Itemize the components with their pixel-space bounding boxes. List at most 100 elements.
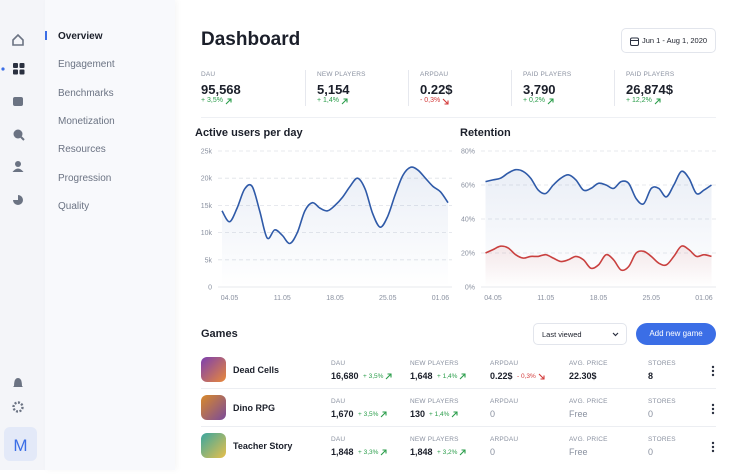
column-label: DAU xyxy=(331,360,346,367)
cell-value: 0 xyxy=(490,409,496,419)
arrow-up xyxy=(341,97,348,104)
cell-value: 16,680 xyxy=(331,371,359,381)
column-label: STORES xyxy=(648,360,676,367)
change: + 1,4% xyxy=(437,372,458,380)
nav-panel xyxy=(45,0,175,470)
logo: M xyxy=(13,436,27,455)
x-tick-label: 01.06 xyxy=(432,295,450,302)
arrow-up xyxy=(225,97,232,104)
arrow-up xyxy=(459,373,466,380)
kpi-value: 95,568 xyxy=(201,82,241,97)
divider xyxy=(201,117,716,118)
kpi-label: DAU xyxy=(201,71,216,78)
area xyxy=(485,245,712,287)
chart-title: Retention xyxy=(460,127,511,139)
y-tick-label: 25k xyxy=(201,149,213,156)
y-tick-label: 5k xyxy=(205,257,213,264)
cell-value: 1,848 xyxy=(410,447,433,457)
kebab-icon xyxy=(711,365,715,377)
nav-item[interactable]: Monetization xyxy=(58,115,115,127)
active-marker xyxy=(45,31,47,40)
game-name[interactable]: Teacher Story xyxy=(233,441,293,451)
column-label: STORES xyxy=(648,398,676,405)
column-label: ARPDAU xyxy=(490,436,519,443)
cell-value: 1,848 xyxy=(331,447,354,457)
x-tick-label: 18.05 xyxy=(590,295,608,302)
x-tick-label: 18.05 xyxy=(326,295,344,302)
cell-value: 1,648 xyxy=(410,371,433,381)
x-tick-label: 04.05 xyxy=(484,295,502,302)
column-label: AVG. PRICE xyxy=(569,360,608,367)
arrow-up xyxy=(459,449,466,456)
kpi-label: ARPDAU xyxy=(420,71,449,78)
dashboard-icon[interactable] xyxy=(13,63,25,75)
arrow-down xyxy=(442,98,449,105)
kpi-label: NEW PLAYERS xyxy=(317,71,366,78)
arrow-up xyxy=(547,97,554,104)
game-icon xyxy=(201,357,226,382)
game-name[interactable]: Dead Cells xyxy=(233,365,280,375)
change: - 0,3% xyxy=(517,372,536,380)
y-tick-label: 20k xyxy=(201,176,213,183)
sort-dropdown[interactable]: Last viewed xyxy=(533,323,627,345)
chevron xyxy=(612,332,619,337)
y-tick-label: 0 xyxy=(208,285,212,292)
cell-value: 22.30$ xyxy=(569,371,597,381)
x-tick-label: 11.05 xyxy=(537,295,554,302)
line xyxy=(485,245,712,272)
row-menu[interactable] xyxy=(711,402,715,415)
arrow-up xyxy=(385,373,392,380)
x-tick-label: 11.05 xyxy=(274,295,291,302)
cell-value: Free xyxy=(569,447,588,457)
change: - 0,3% xyxy=(420,97,441,104)
kpi-value: 3,790 xyxy=(523,82,556,97)
change: + 3,5% xyxy=(358,410,379,418)
arrow-up xyxy=(654,97,661,104)
active-dot xyxy=(1,67,5,71)
logo-box[interactable] xyxy=(4,427,37,461)
line xyxy=(221,166,449,245)
kebab-icon xyxy=(711,403,715,415)
column-label: AVG. PRICE xyxy=(569,436,608,443)
cell-value: 1,670 xyxy=(331,409,354,419)
column-label: ARPDAU xyxy=(490,360,519,367)
pie-icon[interactable] xyxy=(13,195,23,205)
icons: M xyxy=(1,33,37,461)
column-label: DAU xyxy=(331,398,346,405)
settings-icon[interactable] xyxy=(12,401,24,413)
calendar-icon xyxy=(630,37,639,46)
kpi-label: PAID PLAYERS xyxy=(626,71,675,78)
column-label: NEW PLAYERS xyxy=(410,360,459,367)
nav-item[interactable]: Progression xyxy=(58,172,112,184)
cell-value: 0 xyxy=(648,447,654,457)
chart-icon[interactable] xyxy=(13,97,23,106)
search-handle xyxy=(20,136,25,141)
row-menu[interactable] xyxy=(711,440,715,453)
date-picker[interactable]: Jun 1 - Aug 1, 2020 xyxy=(621,28,716,53)
home-icon[interactable] xyxy=(12,33,24,46)
user-icon[interactable] xyxy=(15,161,21,167)
y-tick-label: 40% xyxy=(461,217,475,224)
game-icon xyxy=(201,395,226,420)
search-icon[interactable] xyxy=(13,129,23,139)
kpi-divider xyxy=(614,70,615,106)
column-label: ARPDAU xyxy=(490,398,519,405)
change: + 1,4% xyxy=(429,410,450,418)
arrow-up xyxy=(380,411,387,418)
nav-item[interactable]: Benchmarks xyxy=(58,87,114,99)
y-tick-label: 20% xyxy=(461,251,475,258)
change: + 1,4% xyxy=(317,97,339,104)
games-title: Games xyxy=(201,328,238,340)
icon-bar: M xyxy=(0,0,45,470)
nav-item[interactable]: Engagement xyxy=(58,59,115,71)
arrow-up xyxy=(380,449,387,456)
cell-value: 0.22$ xyxy=(490,371,513,381)
nav-item[interactable]: Overview xyxy=(58,31,103,42)
game-name[interactable]: Dino RPG xyxy=(233,403,275,413)
y-tick-label: 10k xyxy=(201,230,213,237)
nav-item[interactable]: Resources xyxy=(58,144,106,156)
nav-item[interactable]: Quality xyxy=(58,200,90,212)
bell-icon[interactable] xyxy=(13,378,23,387)
add-game-button[interactable]: Add new game xyxy=(636,323,716,345)
row-menu[interactable] xyxy=(711,364,715,377)
